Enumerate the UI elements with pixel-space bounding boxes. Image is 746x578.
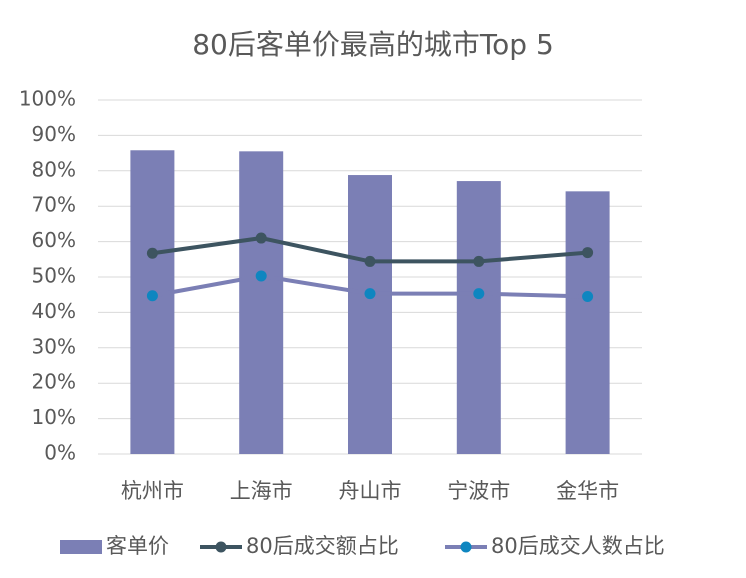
line-marker [473,255,485,267]
y-tick-label: 100% [19,87,76,111]
line-marker [146,247,158,259]
bar [130,150,175,454]
y-tick-label: 0% [44,441,76,465]
bar [348,175,392,454]
x-tick-label: 上海市 [230,479,293,503]
chart-title: 80后客单价最高的城市Top 5 [192,28,554,61]
line-marker [364,288,376,300]
y-tick-label: 50% [32,264,76,288]
bar [565,191,610,454]
y-tick-label: 90% [32,122,76,146]
line-marker [473,288,485,300]
y-tick-label: 60% [32,228,76,252]
bar [456,181,501,455]
line-marker [255,232,267,244]
legend-swatch [60,540,102,554]
line-marker [255,270,267,282]
y-tick-label: 10% [32,405,76,429]
y-tick-label: 20% [32,370,76,394]
legend-label: 80后成交额占比 [246,534,399,558]
y-tick-label: 70% [32,193,76,217]
line-marker [582,247,594,259]
legend-marker [460,541,472,553]
x-tick-label: 杭州市 [121,479,184,503]
legend-marker [215,541,227,553]
line-marker [582,290,594,302]
legend-label: 80后成交人数占比 [491,534,665,558]
x-tick-label: 宁波市 [447,479,510,503]
y-tick-label: 40% [32,299,76,323]
legend-label: 客单价 [106,534,169,558]
bar [239,151,284,454]
y-tick-label: 30% [32,334,76,358]
line-marker [146,290,158,302]
x-tick-label: 舟山市 [339,479,402,503]
x-tick-label: 金华市 [556,479,619,503]
line-marker [364,255,376,267]
y-tick-label: 80% [32,157,76,181]
